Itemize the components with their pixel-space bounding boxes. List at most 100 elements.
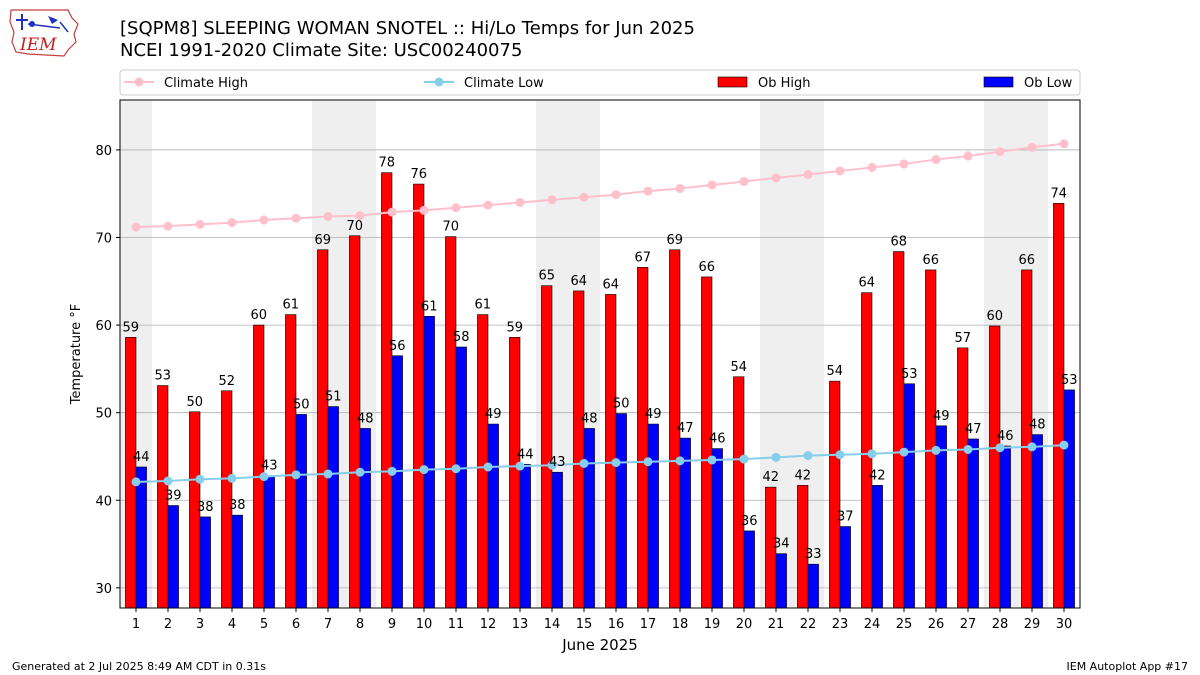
legend: Climate High Climate Low Ob High Ob Low [119,69,1081,96]
climate-low-point-15 [579,458,589,468]
x-tick-label-28: 28 [992,617,1009,632]
climate-low-line [135,444,1065,483]
iem-logo: IEM [8,6,82,58]
climate-high-point-14 [547,195,557,205]
climate-high-point-20 [739,176,749,186]
ob-low-label-5: 43 [261,459,278,474]
climate-high-point-28 [995,147,1005,157]
x-tick-label-3: 3 [196,617,204,632]
ob-high-bar-9 [381,172,393,609]
climate-low-point-25 [899,447,909,457]
chart-title: [SQPM8] SLEEPING WOMAN SNOTEL :: Hi/Lo T… [120,18,695,39]
climate-high-point-11 [451,203,461,213]
ob-high-bar-30 [1053,203,1065,609]
x-tick-label-10: 10 [416,617,433,632]
ob-low-bar-28 [999,445,1011,609]
ob-high-bar-16 [605,294,617,609]
y-tick-label-40: 40 [95,494,112,509]
climate-low-point-4 [227,473,237,483]
x-tick-label-20: 20 [736,617,753,632]
x-axis-label: June 2025 [561,636,638,654]
x-tick-label-13: 13 [512,617,529,632]
climate-low-point-11 [451,464,461,474]
climate-high-point-13 [515,197,525,207]
ob-low-label-11: 58 [453,330,470,345]
ob-low-label-6: 50 [293,397,310,412]
ob-low-label-21: 34 [773,537,790,552]
ob-low-bar-24 [871,485,883,609]
ob-high-label-28: 60 [986,309,1003,324]
legend-box [119,69,1081,96]
ob-high-bar-20 [733,376,745,609]
ob-high-label-16: 64 [602,277,619,292]
climate-high-point-29 [1027,142,1037,152]
climate-high-point-30 [1059,139,1069,149]
ob-low-bar-6 [295,414,307,609]
climate-high-point-10 [419,205,429,215]
climate-high-point-12 [483,200,493,210]
climate-low-point-9 [387,466,397,476]
climate-low-point-22 [803,451,813,461]
climate-low-point-17 [643,457,653,467]
ob-low-label-17: 49 [645,407,662,422]
ob-low-bar-2 [167,505,179,609]
climate-high-point-25 [899,159,909,169]
ob-low-bar-11 [455,346,467,609]
x-tick-label-25: 25 [896,617,913,632]
ob-high-label-25: 68 [890,235,907,250]
climate-high-point-3 [195,219,205,229]
climate-low-point-23 [835,450,845,460]
ob-high-label-27: 57 [954,331,971,346]
plot-frame [119,99,1081,609]
climate-low-point-10 [419,465,429,475]
y-tick-label-50: 50 [95,407,112,422]
ob-low-bar-19 [711,448,723,609]
x-tick-label-29: 29 [1024,617,1041,632]
ob-high-bar-28 [989,325,1001,609]
x-tick-label-18: 18 [672,617,689,632]
legend-climate-low-marker [434,77,444,87]
observed-bars [125,172,1075,609]
ob-high-label-9: 78 [378,156,395,171]
ob-high-label-26: 66 [922,253,939,268]
ob-high-label-24: 64 [858,276,875,291]
climate-low-point-12 [483,462,493,472]
x-tick-label-11: 11 [448,617,465,632]
ob-low-label-30: 53 [1061,373,1078,388]
climate-high-point-24 [867,162,877,172]
ob-high-bar-1 [125,337,137,609]
ob-high-label-5: 60 [250,308,267,323]
ob-low-bar-22 [807,563,819,609]
generated-timestamp: Generated at 2 Jul 2025 8:49 AM CDT in 0… [12,660,266,673]
ob-low-label-14: 43 [549,455,566,470]
y-gridlines [120,149,1080,589]
climate-low-point-8 [355,467,365,477]
ob-high-label-2: 53 [154,369,171,384]
ob-low-bar-8 [359,428,371,609]
ob-low-label-24: 42 [869,468,886,483]
ob-high-bar-25 [893,251,905,609]
ob-low-bar-7 [327,406,339,609]
ob-low-label-27: 47 [965,422,982,437]
ob-high-label-20: 54 [730,360,747,375]
ob-low-label-23: 37 [837,510,854,525]
ob-high-label-15: 64 [570,274,587,289]
climate-low-point-21 [771,452,781,462]
ob-low-label-2: 39 [165,489,182,504]
x-tick-label-15: 15 [576,617,593,632]
climate-low-point-27 [963,444,973,454]
ob-high-label-22: 42 [794,468,811,483]
ob-low-label-12: 49 [485,407,502,422]
ob-low-bar-5 [263,475,275,609]
climate-low-point-19 [707,455,717,465]
y-tick-label-80: 80 [95,144,112,159]
climate-high-point-2 [163,221,173,231]
climate-high-point-4 [227,218,237,228]
climate-low-point-26 [931,445,941,455]
ob-high-label-1: 59 [122,320,139,335]
climate-high-point-17 [643,186,653,196]
ob-high-bar-10 [413,183,425,609]
climate-high-point-19 [707,180,717,190]
ob-high-bar-17 [637,266,649,609]
